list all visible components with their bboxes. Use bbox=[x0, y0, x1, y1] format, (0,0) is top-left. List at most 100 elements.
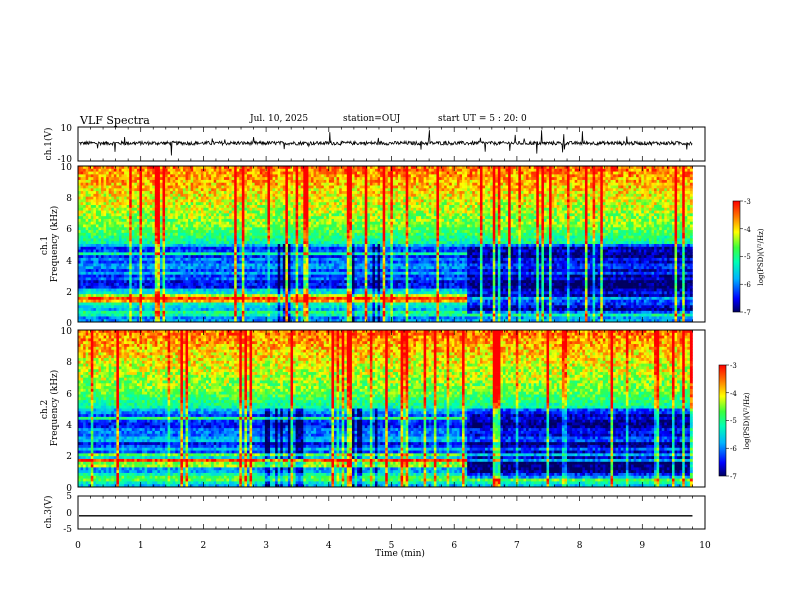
spectrogram-cell bbox=[260, 188, 263, 191]
spectrogram-cell bbox=[93, 314, 96, 317]
spectrogram-cell bbox=[211, 272, 214, 275]
spectrogram-cell bbox=[129, 191, 132, 194]
spectrogram-cell bbox=[201, 241, 204, 244]
spectrogram-cell bbox=[255, 280, 258, 283]
spectrogram-cell bbox=[127, 227, 130, 230]
spectrogram-cell bbox=[139, 236, 142, 239]
spectrogram-cell bbox=[83, 286, 86, 289]
spectrogram-cell bbox=[178, 186, 181, 189]
spectrogram-cell bbox=[152, 194, 155, 197]
spectrogram-cell bbox=[191, 219, 194, 222]
spectrogram-cell bbox=[134, 252, 137, 255]
spectrogram-cell bbox=[206, 311, 209, 314]
spectrogram-cell bbox=[242, 222, 245, 225]
spectrogram-cell bbox=[178, 197, 181, 200]
spectrogram-cell bbox=[116, 236, 119, 239]
spectrogram-cell bbox=[298, 277, 301, 280]
spectrogram-cell bbox=[273, 294, 276, 297]
spectrogram-cell bbox=[145, 286, 148, 289]
spectrogram-cell bbox=[147, 222, 150, 225]
spectrogram-cell bbox=[183, 211, 186, 214]
spectrogram-cell bbox=[260, 199, 263, 202]
spectrogram-cell bbox=[232, 188, 235, 191]
spectrogram-cell bbox=[114, 172, 117, 175]
spectrogram-cell bbox=[270, 236, 273, 239]
spectrogram-cell bbox=[101, 303, 104, 306]
spectrogram-cell bbox=[224, 283, 227, 286]
spectrogram-cell bbox=[242, 266, 245, 269]
spectrogram-cell bbox=[129, 202, 132, 205]
spectrogram-cell bbox=[119, 258, 122, 261]
spectrogram-cell bbox=[116, 311, 119, 314]
spectrogram-cell bbox=[214, 230, 217, 233]
spectrogram-cell bbox=[162, 180, 165, 183]
spectrogram-cell bbox=[280, 191, 283, 194]
spectrogram-cell bbox=[188, 194, 191, 197]
spectrogram-cell bbox=[257, 275, 260, 278]
spectrogram-cell bbox=[221, 277, 224, 280]
spectrogram-cell bbox=[98, 233, 101, 236]
spectrogram-cell bbox=[165, 255, 168, 258]
spectrogram-cell bbox=[109, 269, 112, 272]
spectrogram-cell bbox=[104, 311, 107, 314]
spectrogram-cell bbox=[203, 236, 206, 239]
spectrogram-cell bbox=[216, 208, 219, 211]
spectrogram-cell bbox=[145, 236, 148, 239]
spectrogram-cell bbox=[283, 283, 286, 286]
spectrogram-cell bbox=[229, 280, 232, 283]
spectrogram-cell bbox=[83, 197, 86, 200]
spectrogram-cell bbox=[122, 303, 125, 306]
spectrogram-cell bbox=[127, 286, 130, 289]
spectrogram-cell bbox=[150, 199, 153, 202]
spectrogram-cell bbox=[114, 283, 117, 286]
spectrogram-cell bbox=[198, 300, 201, 303]
spectrogram-cell bbox=[250, 269, 253, 272]
spectrogram-cell bbox=[293, 305, 296, 308]
spectrogram-cell bbox=[96, 202, 99, 205]
spectrogram-cell bbox=[239, 199, 242, 202]
spectrogram-cell bbox=[267, 300, 270, 303]
spectrogram-cell bbox=[224, 241, 227, 244]
spectrogram-cell bbox=[106, 250, 109, 253]
spectrogram-cell bbox=[232, 177, 235, 180]
spectrogram-cell bbox=[165, 172, 168, 175]
spectrogram-cell bbox=[211, 194, 214, 197]
spectrogram-cell bbox=[186, 233, 189, 236]
spectrogram-cell bbox=[244, 308, 247, 311]
spectrogram-cell bbox=[104, 199, 107, 202]
spectrogram-cell bbox=[150, 314, 153, 317]
spectrogram-cell bbox=[111, 291, 114, 294]
spectrogram-cell bbox=[173, 169, 176, 172]
spectrogram-cell bbox=[111, 211, 114, 214]
spectrogram-cell bbox=[216, 305, 219, 308]
spectrogram-cell bbox=[147, 205, 150, 208]
spectrogram-cell bbox=[124, 297, 127, 300]
spectrogram-cell bbox=[152, 258, 155, 261]
spectrogram-cell bbox=[178, 202, 181, 205]
spectrogram-cell bbox=[178, 291, 181, 294]
spectrogram-cell bbox=[232, 225, 235, 228]
spectrogram-cell bbox=[298, 303, 301, 306]
spectrogram-cell bbox=[114, 225, 117, 228]
spectrogram-cell bbox=[267, 180, 270, 183]
spectrogram-cell bbox=[224, 222, 227, 225]
spectrogram-cell bbox=[129, 186, 132, 189]
spectrogram-cell bbox=[262, 227, 265, 230]
spectrogram-cell bbox=[237, 241, 240, 244]
spectrogram-cell bbox=[134, 238, 137, 241]
spectrogram-cell bbox=[250, 305, 253, 308]
spectrogram-cell bbox=[165, 225, 168, 228]
spectrogram-cell bbox=[168, 238, 171, 241]
spectrogram-cell bbox=[111, 308, 114, 311]
spectrogram-cell bbox=[106, 300, 109, 303]
spectrogram-cell bbox=[250, 291, 253, 294]
spectrogram-cell bbox=[262, 230, 265, 233]
spectrogram-cell bbox=[111, 280, 114, 283]
spectrogram-cell bbox=[127, 264, 130, 267]
spectrogram-cell bbox=[152, 297, 155, 300]
spectrogram-cell bbox=[81, 208, 84, 211]
spectrogram-cell bbox=[124, 255, 127, 258]
spectrogram-cell bbox=[267, 258, 270, 261]
spectrogram-cell bbox=[186, 208, 189, 211]
spectrogram-cell bbox=[275, 197, 278, 200]
